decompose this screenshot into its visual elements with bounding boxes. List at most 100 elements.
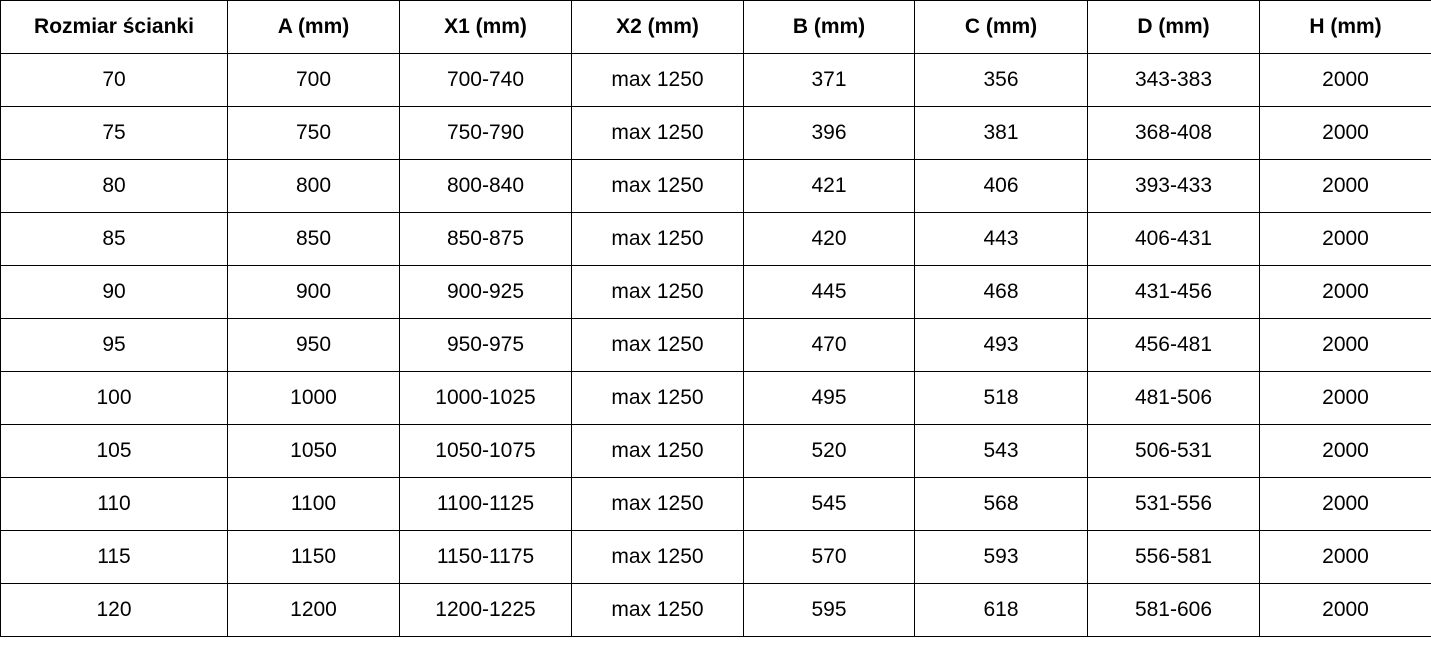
- cell-h: 2000: [1259, 583, 1431, 637]
- column-header-c: C (mm): [914, 0, 1088, 54]
- cell-h: 2000: [1259, 53, 1431, 107]
- cell-b: 495: [743, 371, 915, 425]
- cell-d: 581-606: [1087, 583, 1260, 637]
- cell-d: 481-506: [1087, 371, 1260, 425]
- cell-h: 2000: [1259, 424, 1431, 478]
- table-row: 120 1200 1200-1225 max 1250 595 618 581-606 200…: [0, 583, 1431, 637]
- cell-x1: 900-925: [399, 265, 572, 319]
- cell-b: 595: [743, 583, 915, 637]
- cell-wall-size: 115: [0, 530, 228, 584]
- cell-d: 393-433: [1087, 159, 1260, 213]
- cell-wall-size: 105: [0, 424, 228, 478]
- cell-x1: 1200-1225: [399, 583, 572, 637]
- cell-wall-size: 85: [0, 212, 228, 266]
- table-row: 85 850 850-875 max 1250 420 443 406-431 2000: [0, 212, 1431, 266]
- cell-b: 445: [743, 265, 915, 319]
- cell-a: 950: [227, 318, 400, 372]
- cell-a: 1050: [227, 424, 400, 478]
- cell-x1: 950-975: [399, 318, 572, 372]
- column-header-a: A (mm): [227, 0, 400, 54]
- column-header-x2: X2 (mm): [571, 0, 744, 54]
- cell-c: 443: [914, 212, 1088, 266]
- cell-h: 2000: [1259, 530, 1431, 584]
- cell-wall-size: 95: [0, 318, 228, 372]
- table-row: 75 750 750-790 max 1250 396 381 368-408 2000: [0, 106, 1431, 160]
- cell-h: 2000: [1259, 318, 1431, 372]
- cell-b: 545: [743, 477, 915, 531]
- cell-x1: 700-740: [399, 53, 572, 107]
- cell-wall-size: 110: [0, 477, 228, 531]
- cell-c: 406: [914, 159, 1088, 213]
- cell-x2: max 1250: [571, 106, 744, 160]
- cell-x2: max 1250: [571, 477, 744, 531]
- cell-c: 593: [914, 530, 1088, 584]
- cell-h: 2000: [1259, 371, 1431, 425]
- table-row: 90 900 900-925 max 1250 445 468 431-456 2000: [0, 265, 1431, 319]
- cell-x2: max 1250: [571, 530, 744, 584]
- cell-h: 2000: [1259, 265, 1431, 319]
- cell-x2: max 1250: [571, 371, 744, 425]
- cell-b: 520: [743, 424, 915, 478]
- cell-h: 2000: [1259, 212, 1431, 266]
- table-row: 80 800 800-840 max 1250 421 406 393-433 2000: [0, 159, 1431, 213]
- table-row: 70 700 700-740 max 1250 371 356 343-383 2000: [0, 53, 1431, 107]
- cell-a: 1100: [227, 477, 400, 531]
- cell-a: 1200: [227, 583, 400, 637]
- cell-b: 570: [743, 530, 915, 584]
- cell-a: 800: [227, 159, 400, 213]
- cell-wall-size: 90: [0, 265, 228, 319]
- cell-x1: 750-790: [399, 106, 572, 160]
- cell-wall-size: 120: [0, 583, 228, 637]
- cell-x1: 850-875: [399, 212, 572, 266]
- cell-x1: 1150-1175: [399, 530, 572, 584]
- cell-b: 470: [743, 318, 915, 372]
- cell-b: 420: [743, 212, 915, 266]
- table-row: 100 1000 1000-1025 max 1250 495 518 481-506 200…: [0, 371, 1431, 425]
- cell-d: 406-431: [1087, 212, 1260, 266]
- cell-d: 456-481: [1087, 318, 1260, 372]
- cell-a: 1000: [227, 371, 400, 425]
- cell-c: 518: [914, 371, 1088, 425]
- column-header-x1: X1 (mm): [399, 0, 572, 54]
- cell-a: 750: [227, 106, 400, 160]
- cell-h: 2000: [1259, 159, 1431, 213]
- cell-c: 493: [914, 318, 1088, 372]
- cell-d: 556-581: [1087, 530, 1260, 584]
- cell-c: 381: [914, 106, 1088, 160]
- table-row: 95 950 950-975 max 1250 470 493 456-481 2000: [0, 318, 1431, 372]
- cell-wall-size: 100: [0, 371, 228, 425]
- cell-x1: 1050-1075: [399, 424, 572, 478]
- cell-a: 900: [227, 265, 400, 319]
- column-header-b: B (mm): [743, 0, 915, 54]
- cell-x2: max 1250: [571, 265, 744, 319]
- table-row: 110 1100 1100-1125 max 1250 545 568 531-556 200…: [0, 477, 1431, 531]
- cell-c: 543: [914, 424, 1088, 478]
- cell-b: 396: [743, 106, 915, 160]
- cell-wall-size: 70: [0, 53, 228, 107]
- cell-d: 368-408: [1087, 106, 1260, 160]
- cell-wall-size: 75: [0, 106, 228, 160]
- cell-c: 568: [914, 477, 1088, 531]
- cell-a: 850: [227, 212, 400, 266]
- cell-x2: max 1250: [571, 212, 744, 266]
- column-header-h: H (mm): [1259, 0, 1431, 54]
- header-row: Rozmiar ścianki A (mm) X1 (mm) X2 (mm) B (mm…: [0, 0, 1431, 54]
- cell-c: 468: [914, 265, 1088, 319]
- cell-b: 421: [743, 159, 915, 213]
- table-row: 115 1150 1150-1175 max 1250 570 593 556-581 200…: [0, 530, 1431, 584]
- cell-d: 506-531: [1087, 424, 1260, 478]
- cell-d: 343-383: [1087, 53, 1260, 107]
- cell-x1: 800-840: [399, 159, 572, 213]
- cell-h: 2000: [1259, 106, 1431, 160]
- cell-x2: max 1250: [571, 424, 744, 478]
- cell-x1: 1000-1025: [399, 371, 572, 425]
- cell-wall-size: 80: [0, 159, 228, 213]
- cell-h: 2000: [1259, 477, 1431, 531]
- column-header-wall-size: Rozmiar ścianki: [0, 0, 228, 54]
- cell-x2: max 1250: [571, 53, 744, 107]
- cell-x1: 1100-1125: [399, 477, 572, 531]
- cell-c: 356: [914, 53, 1088, 107]
- table-row: 105 1050 1050-1075 max 1250 520 543 506-531 200…: [0, 424, 1431, 478]
- cell-x2: max 1250: [571, 583, 744, 637]
